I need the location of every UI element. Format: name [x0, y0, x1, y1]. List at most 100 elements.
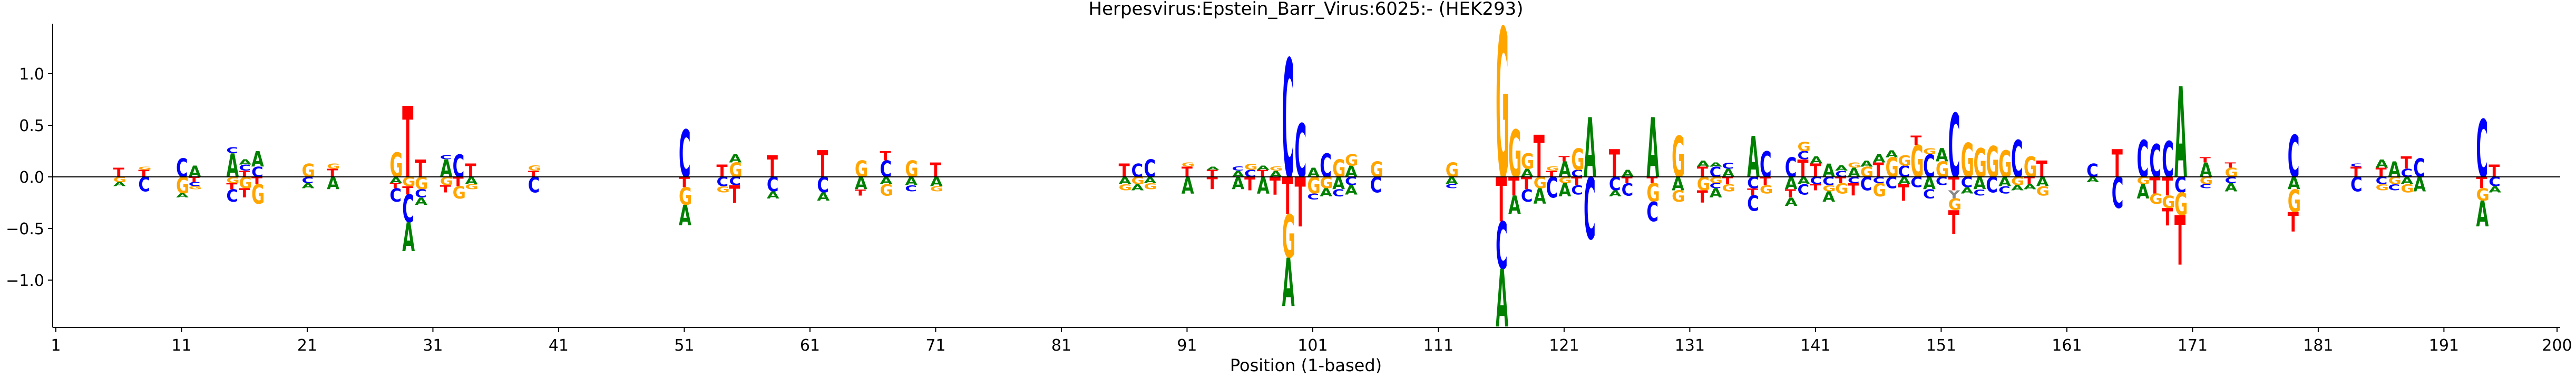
logo-glyph-G: G [1873, 179, 1886, 201]
svg-text:A: A [1307, 165, 1320, 180]
logo-glyph-A: A [2476, 195, 2489, 235]
logo-glyph-G: G [1119, 182, 1132, 192]
logo-glyph-T: T [2174, 202, 2185, 281]
logo-glyph-C: C [1295, 108, 1307, 194]
svg-text:C: C [1936, 175, 1948, 188]
logo-glyph-C: C [1622, 181, 1634, 200]
logo-glyph-T: T [729, 181, 740, 209]
svg-text:G: G [1835, 180, 1848, 197]
svg-text:A: A [1697, 158, 1710, 168]
svg-text:C: C [1307, 192, 1319, 202]
svg-text:T: T [113, 165, 124, 180]
svg-text:A: A [389, 175, 402, 185]
svg-text:T: T [1697, 187, 1709, 207]
y-tick-label: 0.5 [19, 117, 44, 135]
logo-glyph-T: T [2489, 162, 2500, 181]
svg-text:C: C [2149, 135, 2161, 188]
svg-text:C: C [415, 187, 427, 201]
logo-glyph-C: C [1986, 173, 1998, 197]
logo-glyph-C: C [138, 174, 150, 197]
logo-glyph-A: A [2224, 181, 2237, 194]
svg-text:A: A [1785, 195, 1798, 208]
svg-text:C: C [239, 163, 251, 173]
svg-text:C: C [226, 186, 238, 206]
x-axis-ticks: 1 11 21 31 41 51 61 71 81 91 101 111 121 131 141 151 161… [51, 327, 2572, 355]
svg-text:A: A [1710, 162, 1722, 168]
logo-glyph-A: A [2024, 183, 2037, 191]
logo-glyph-C: C [1810, 175, 1822, 187]
logo-glyph-G: G [1521, 150, 1534, 174]
logo-glyph-C: C [1798, 149, 1810, 162]
logo-glyph-C: C [1822, 175, 1835, 188]
logo-glyph-G: G [1571, 142, 1584, 177]
logo-glyph-A: A [1232, 174, 1244, 194]
logo-glyph-A: A [1508, 190, 1521, 220]
svg-text:A: A [1508, 190, 1521, 220]
logo-glyph-C: C [226, 186, 238, 206]
svg-text:G: G [1923, 146, 1936, 156]
svg-text:C: C [2413, 153, 2425, 183]
logo-glyph-G: G [1973, 141, 1986, 187]
logo-glyph-C: C [1131, 160, 1144, 181]
logo-glyph-G: G [1672, 188, 1685, 206]
svg-text:C: C [2388, 182, 2400, 192]
logo-glyph-C: C [1144, 155, 1156, 183]
svg-text:G: G [1282, 203, 1295, 272]
logo-glyph-C: C [1332, 187, 1344, 199]
logo-glyph-A: A [1785, 174, 1798, 194]
svg-text:A: A [2376, 157, 2388, 171]
svg-text:A: A [2200, 159, 2212, 182]
logo-glyph-T: T [2036, 156, 2047, 183]
logo-glyph-C: C [2388, 182, 2400, 192]
logo-glyph-A: A [2011, 184, 2024, 192]
svg-text:T: T [930, 159, 942, 182]
logo-glyph-G: G [1646, 178, 1660, 208]
logo-glyph-C: C [1785, 152, 1797, 183]
svg-text:G: G [415, 174, 428, 194]
logo-glyph-C: C [2086, 160, 2099, 181]
logo-glyph-C: C [415, 187, 427, 201]
logo-glyph-G: G [1835, 180, 1848, 197]
svg-text:G: G [1710, 175, 1723, 185]
svg-text:T: T [679, 174, 690, 191]
logo-glyph-G: G [2401, 182, 2414, 195]
logo-glyph-A: A [1584, 102, 1596, 196]
logo-glyph-G: G [1508, 117, 1521, 193]
logo-glyph-G: G [1910, 136, 1924, 187]
svg-text:T: T [2174, 202, 2185, 281]
logo-glyph-C: C [1546, 172, 1558, 205]
logo-glyph-C: C [402, 187, 414, 232]
svg-text:T: T [1910, 133, 1921, 148]
svg-text:C: C [1747, 174, 1759, 192]
logo-glyph-C: C [1571, 183, 1583, 198]
logo-glyph-G: G [1710, 175, 1723, 185]
logo-glyph-G: G [1722, 183, 1735, 194]
svg-text:C: C [189, 181, 201, 187]
logo-glyph-G: G [2200, 175, 2213, 187]
logo-glyph-C: C [2413, 153, 2425, 183]
svg-text:T: T [1295, 164, 1306, 243]
svg-text:C: C [1747, 192, 1759, 216]
svg-text:C: C [2288, 124, 2300, 191]
svg-text:A: A [817, 191, 830, 204]
svg-text:A: A [1835, 164, 1848, 173]
logo-glyph-C: C [767, 174, 779, 197]
logo-glyph-A: A [440, 155, 453, 183]
svg-text:T: T [1534, 124, 1545, 191]
svg-text:G: G [1345, 152, 1358, 170]
svg-text:C: C [1370, 173, 1382, 197]
logo-glyph-C: C [716, 174, 728, 190]
logo-glyph-A: A [1710, 186, 1723, 201]
svg-text:T: T [1898, 180, 1909, 206]
svg-text:T: T [1508, 172, 1519, 202]
svg-text:A: A [189, 163, 202, 181]
svg-text:G: G [2200, 175, 2213, 187]
y-tick-label: 1.0 [19, 65, 44, 84]
svg-text:C: C [2476, 103, 2488, 196]
logo-glyph-C: C [1798, 181, 1810, 198]
logo-glyph-A: A [1131, 182, 1144, 192]
logo-glyph-G: G [1961, 133, 1974, 188]
logo-glyph-C: C [2112, 169, 2124, 218]
logo-glyph-A: A [2174, 62, 2187, 206]
logo-glyph-G: G [1998, 143, 2012, 185]
